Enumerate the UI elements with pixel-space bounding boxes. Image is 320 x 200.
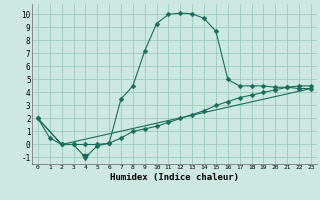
X-axis label: Humidex (Indice chaleur): Humidex (Indice chaleur) bbox=[110, 173, 239, 182]
